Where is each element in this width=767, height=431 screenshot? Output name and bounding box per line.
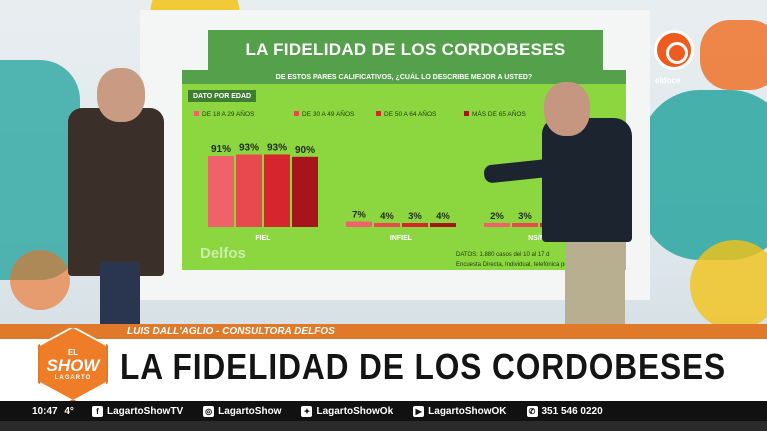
social-item: ✆ 351 546 0220 bbox=[526, 405, 603, 417]
show-logo-word: SHOW bbox=[46, 355, 100, 375]
social-item: f LagartoShowTV bbox=[92, 405, 184, 417]
legend-swatch bbox=[194, 111, 199, 116]
show-logo-lagarto: LAGARTO bbox=[54, 374, 92, 381]
data-label: 7% bbox=[352, 210, 366, 221]
social-item: ✦ LagartoShowOk bbox=[301, 405, 394, 417]
delfos-watermark: Delfos bbox=[200, 245, 246, 262]
social-label: 351 546 0220 bbox=[541, 405, 603, 417]
show-logo-el: EL bbox=[67, 347, 79, 357]
bar bbox=[484, 223, 510, 227]
legend-label: DE 18 A 29 AÑOS bbox=[202, 109, 255, 118]
source-note: DATOS: 1.880 casos del 10 al 17 d bbox=[456, 252, 550, 258]
headline-bar bbox=[0, 339, 767, 401]
ticker-bar: 10:47 4° f LagartoShowTV ◎ LagartoShow ✦ Laga… bbox=[0, 401, 767, 421]
bar bbox=[236, 154, 262, 227]
bar-chart: DE 18 A 29 AÑOS DE 30 A 49 AÑOS DE 50 A 64… bbox=[194, 109, 611, 268]
data-label: 91% bbox=[211, 144, 231, 155]
clock-time: 10:47 bbox=[32, 405, 58, 417]
category-label: INFIEL bbox=[390, 235, 413, 242]
legend-label: DE 30 A 49 AÑOS bbox=[302, 109, 355, 118]
social-item: ◎ LagartoShow bbox=[203, 405, 282, 417]
bar bbox=[374, 223, 400, 227]
name-bar: LUIS DALL'AGLIO - CONSULTORA DELFOS bbox=[0, 324, 767, 339]
speaker-name: LUIS DALL'AGLIO - CONSULTORA DELFOS bbox=[127, 326, 335, 337]
board-subtitle: DE ESTOS PARES CALIFICATIVOS, ¿CUÁL LO D… bbox=[182, 70, 626, 84]
presenter-left-head bbox=[97, 68, 145, 122]
bar bbox=[512, 223, 538, 227]
decor-shape bbox=[640, 90, 767, 260]
presenter-right-legs bbox=[565, 238, 625, 328]
bar bbox=[264, 154, 290, 227]
legend-swatch bbox=[376, 111, 381, 116]
youtube-icon: ▶ bbox=[413, 405, 425, 417]
social-label: LagartoShowOk bbox=[316, 405, 394, 417]
channel-caption: eldoce bbox=[655, 76, 681, 85]
legend-swatch bbox=[464, 111, 469, 116]
presenter-right bbox=[542, 118, 632, 242]
data-label: 4% bbox=[380, 211, 394, 222]
data-label: 4% bbox=[436, 211, 450, 222]
bar bbox=[346, 221, 372, 227]
social-label: LagartoShow bbox=[218, 405, 282, 417]
instagram-icon: ◎ bbox=[203, 405, 215, 417]
decor-shape bbox=[700, 20, 767, 90]
bar bbox=[430, 223, 456, 227]
board-title: LA FIDELIDAD DE LOS CORDOBESES bbox=[208, 30, 603, 70]
clock: 10:47 4° bbox=[0, 406, 92, 417]
data-label: 2% bbox=[490, 211, 504, 222]
decor-shape bbox=[10, 250, 70, 310]
category-label: NS/NC bbox=[528, 235, 550, 242]
legend-label: MÁS DE 65 AÑOS bbox=[472, 109, 526, 118]
headline: LA FIDELIDAD DE LOS CORDOBESES bbox=[120, 346, 727, 387]
social-label: LagartoShowOK bbox=[428, 405, 507, 417]
bottom-strip bbox=[0, 421, 767, 431]
bar bbox=[292, 156, 318, 227]
legend-swatch bbox=[294, 111, 299, 116]
bar bbox=[208, 156, 234, 227]
data-label: 3% bbox=[518, 211, 532, 222]
data-label: 93% bbox=[239, 142, 259, 153]
show-logo: EL SHOW LAGARTO bbox=[40, 328, 106, 400]
channel-logo-icon bbox=[654, 30, 694, 70]
social-label: LagartoShowTV bbox=[107, 405, 184, 417]
source-note: Encuesta Directa, Individual, telefónica… bbox=[456, 262, 611, 268]
presenter-left-legs bbox=[100, 262, 140, 330]
data-label: 3% bbox=[408, 211, 422, 222]
decor-shape bbox=[0, 60, 80, 280]
facebook-icon: f bbox=[92, 405, 103, 417]
category-label: FIEL bbox=[255, 235, 271, 242]
data-tag: DATO POR EDAD bbox=[188, 90, 256, 102]
data-label: 90% bbox=[295, 145, 315, 156]
whatsapp-icon: ✆ bbox=[526, 405, 538, 417]
legend-label: DE 50 A 64 AÑOS bbox=[384, 109, 437, 118]
presenter-right-head bbox=[544, 82, 590, 136]
data-label: 93% bbox=[267, 142, 287, 153]
temperature: 4° bbox=[64, 405, 74, 417]
presenter-left bbox=[68, 108, 164, 276]
social-item: ▶ LagartoShowOK bbox=[413, 405, 507, 417]
bar bbox=[402, 223, 428, 227]
decor-shape bbox=[690, 240, 767, 330]
social-list: f LagartoShowTV ◎ LagartoShow ✦ LagartoShowOk… bbox=[92, 405, 623, 417]
twitter-icon: ✦ bbox=[301, 405, 313, 417]
